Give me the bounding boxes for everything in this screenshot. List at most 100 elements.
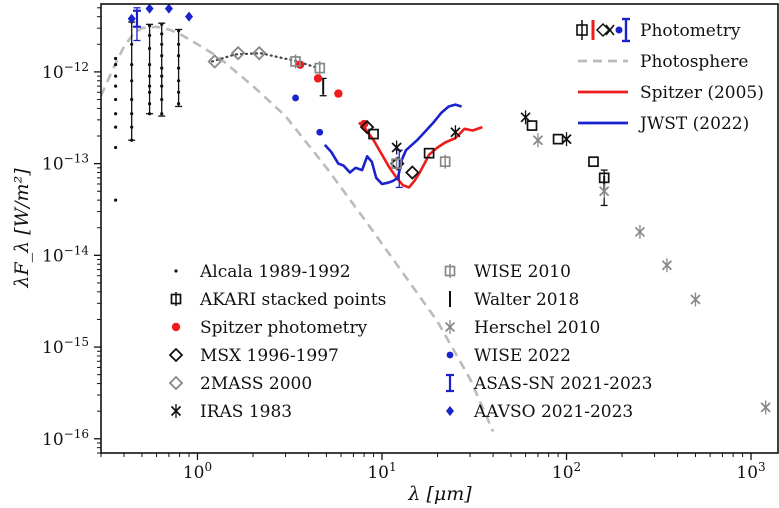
- point-s0-23-dot: [147, 90, 152, 94]
- point-s11-1: [145, 4, 154, 14]
- legend-upper-label-3: JWST (2022): [638, 114, 749, 134]
- point-s0-19-dot: [147, 46, 152, 51]
- point-s3-2-diamond: [405, 165, 420, 180]
- legend-upper-entry-3: JWST (2022): [578, 114, 749, 134]
- legend-lower-marker-6: [168, 347, 184, 363]
- point-s0-37: [176, 54, 181, 58]
- legend-photometry-diamond: [595, 22, 611, 38]
- legend-lower-marker-8-diamond: [168, 375, 184, 391]
- point-s9-1-circle: [316, 128, 324, 136]
- legend-lower-marker-11-diamond: [446, 406, 454, 416]
- point-s4-2: [251, 45, 267, 61]
- point-s6-2-square: [391, 158, 402, 169]
- point-s0-34: [160, 112, 164, 116]
- legend-lower-label-10: IRAS 1983: [200, 402, 292, 422]
- point-s11-3-diamond: [185, 11, 194, 22]
- point-s0-19: [147, 46, 152, 51]
- point-s0-13: [130, 97, 134, 102]
- point-s11-2-diamond: [164, 4, 173, 14]
- series-line-0: [101, 25, 495, 433]
- point-s0-28: [160, 42, 164, 46]
- point-s0-32: [160, 84, 164, 88]
- series-line-3: [211, 52, 320, 70]
- legend-lower-label-9: ASAS-SN 2021-2023: [473, 374, 652, 394]
- y-tick-label-1: 10−15: [42, 335, 89, 358]
- point-s0-16: [130, 138, 134, 142]
- point-s0-15: [130, 125, 134, 129]
- point-s0-2: [114, 74, 118, 78]
- point-s0-7-dot: [114, 145, 118, 150]
- legend-lower-marker-0: [174, 269, 178, 273]
- legend-lower-marker-9: [446, 373, 454, 393]
- point-s1-4-square: [588, 156, 599, 168]
- point-s0-18-dot: [147, 33, 152, 38]
- point-s0-21: [147, 74, 152, 78]
- point-s0-1: [114, 63, 118, 67]
- point-s0-40-dot: [176, 90, 181, 94]
- point-s0-24-dot: [147, 102, 152, 106]
- point-s0-18: [147, 33, 152, 38]
- point-s3-2: [405, 165, 420, 180]
- series-line-1: [358, 121, 483, 189]
- point-s11-1-diamond: [145, 4, 154, 14]
- point-s0-31-dot: [160, 74, 164, 78]
- y-tick-label-3: 10−13: [42, 152, 89, 175]
- point-s11-0-diamond: [127, 13, 136, 24]
- point-s2-2-circle: [334, 89, 343, 98]
- point-s4-1: [230, 45, 246, 61]
- point-s1-0-square: [368, 128, 379, 140]
- point-s0-23: [147, 90, 152, 94]
- point-s6-2: [391, 156, 402, 171]
- point-s3-0-diamond: [359, 119, 375, 135]
- point-s5-1: [450, 125, 461, 140]
- point-s4-2-diamond: [251, 45, 267, 61]
- point-s8-3: [661, 258, 673, 273]
- legend-lower-marker-0-dot: [174, 269, 178, 273]
- legend-lower-marker-10: [170, 404, 182, 418]
- legend-lower-entry-11: AAVSO 2021-2023: [446, 402, 633, 422]
- legend-lower-marker-2: [170, 292, 182, 306]
- point-s0-4: [114, 97, 118, 102]
- point-s0-7: [114, 145, 118, 150]
- legend-lower-marker-1-square: [444, 265, 456, 277]
- point-s0-38-dot: [176, 66, 181, 70]
- point-s0-26-dot: [160, 22, 164, 26]
- point-s0-17: [147, 23, 152, 28]
- point-s0-28-dot: [160, 42, 164, 46]
- point-s0-8-dot: [114, 198, 118, 202]
- legend-lower-entry-1: WISE 2010: [444, 262, 571, 282]
- plot-frame: [100, 3, 779, 454]
- point-s1-2: [526, 120, 538, 131]
- point-s9-1: [316, 128, 324, 136]
- point-s6-3-square: [439, 156, 451, 168]
- point-s0-34-dot: [160, 112, 164, 116]
- point-s8-0: [532, 133, 544, 148]
- point-s1-4: [588, 156, 599, 168]
- legend-lower-label-5: Herschel 2010: [474, 318, 600, 338]
- point-s5-0: [391, 140, 402, 155]
- point-s1-3-square: [552, 133, 564, 145]
- legend-lower-label-4: Spitzer photometry: [200, 318, 368, 338]
- point-s8-5: [760, 400, 771, 415]
- point-s11-0: [127, 13, 136, 24]
- legend-upper-entry-1: Photosphere: [578, 52, 749, 72]
- point-s0-31: [160, 74, 164, 78]
- point-s8-2: [634, 224, 646, 239]
- legend-lower-marker-4: [171, 322, 181, 332]
- point-s1-2-square: [526, 120, 538, 131]
- legend-lower-entry-10: IRAS 1983: [170, 402, 292, 422]
- point-s11-3: [185, 11, 194, 22]
- legend-lower-marker-2-square: [170, 293, 182, 305]
- legend-photometry-x2: [605, 24, 615, 36]
- legend-lower-label-0: Alcala 1989-1992: [199, 262, 351, 282]
- point-s0-17-dot: [147, 23, 152, 28]
- point-s0-8: [114, 198, 118, 202]
- point-s0-39: [176, 79, 181, 83]
- legend-lower-label-6: MSX 1996-1997: [200, 346, 339, 366]
- legend-upper-label-2: Spitzer (2005): [640, 83, 764, 103]
- legend-lower-label-2: AKARI stacked points: [199, 290, 386, 310]
- point-s0-5-dot: [114, 112, 118, 116]
- point-s8-1: [599, 184, 610, 199]
- point-s1-1: [423, 147, 435, 159]
- point-s0-5: [114, 112, 118, 116]
